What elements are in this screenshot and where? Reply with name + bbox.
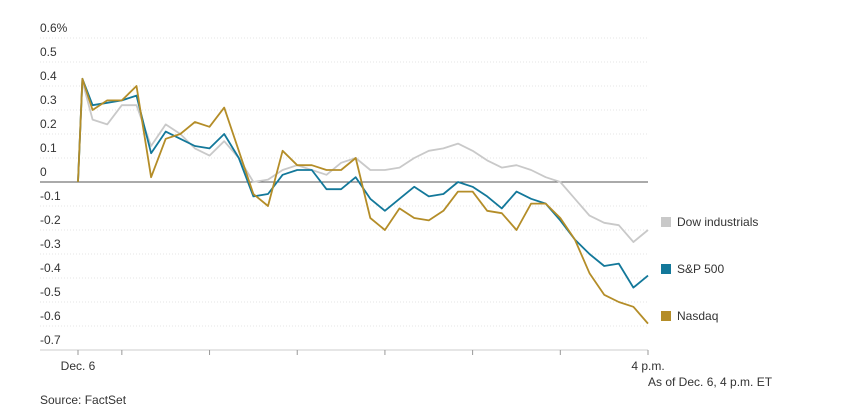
source: Source: FactSet [40,393,127,407]
legend-swatch [661,264,671,274]
y-tick-label: 0.3 [40,93,57,107]
series-line [77,80,649,243]
y-tick-label: 0.6% [40,21,68,35]
note: As of Dec. 6, 4 p.m. ET [648,375,773,389]
x-tick-label: 4 p.m. [631,359,664,373]
legend-label: S&P 500 [677,262,724,276]
y-tick-label: -0.4 [40,261,61,275]
y-tick-label: -0.3 [40,237,61,251]
y-tick-label: -0.5 [40,285,61,299]
legend-label: Nasdaq [677,309,718,323]
y-tick-label: -0.2 [40,213,61,227]
y-tick-label: 0.4 [40,69,57,83]
series-line [77,77,649,325]
y-tick-label: -0.7 [40,333,61,347]
legend-swatch [661,217,671,227]
x-tick-label: Dec. 6 [61,359,96,373]
y-tick-label: 0 [40,165,47,179]
y-tick-label: 0.5 [40,45,57,59]
y-tick-label: 0.2 [40,117,57,131]
y-tick-label: -0.6 [40,309,61,323]
y-tick-label: 0.1 [40,141,57,155]
y-tick-label: -0.1 [40,189,61,203]
legend-label: Dow industrials [677,215,758,229]
legend-swatch [661,311,671,321]
